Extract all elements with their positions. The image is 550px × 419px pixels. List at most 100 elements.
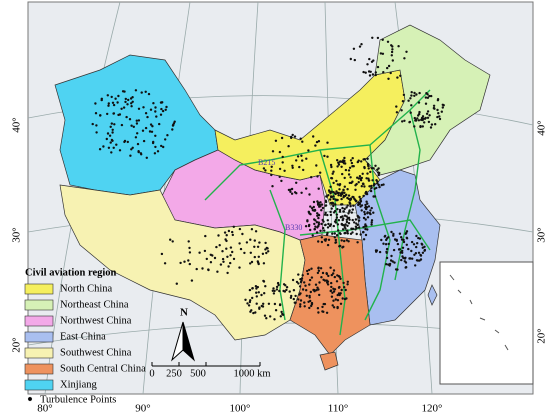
turbulence-point (333, 236, 336, 239)
turbulence-point (341, 206, 344, 210)
inset-shape (449, 274, 509, 351)
turbulence-point (434, 123, 437, 126)
turbulence-point (257, 262, 260, 266)
turbulence-point (421, 125, 424, 128)
turbulence-point (365, 207, 368, 211)
turbulence-point (280, 136, 284, 140)
turbulence-point (308, 268, 311, 272)
turbulence-point (359, 233, 362, 236)
turbulence-point (332, 204, 335, 208)
turbulence-point (312, 288, 315, 292)
turbulence-point (359, 177, 362, 180)
turbulence-point (369, 189, 373, 193)
turbulence-point (299, 299, 303, 302)
turbulence-point (412, 243, 416, 246)
turbulence-point (366, 163, 370, 166)
turbulence-point (144, 126, 148, 130)
turbulence-point (299, 292, 302, 295)
turbulence-point (374, 164, 377, 167)
turbulence-point (336, 306, 339, 310)
turbulence-point (414, 264, 417, 267)
turbulence-point (320, 276, 323, 279)
turbulence-point (120, 107, 123, 111)
turbulence-point (441, 106, 444, 109)
turbulence-point (327, 194, 330, 197)
turbulence-point (188, 246, 191, 250)
turbulence-point (313, 228, 317, 231)
turbulence-point (112, 112, 116, 115)
turbulence-point (213, 256, 217, 260)
turbulence-point (332, 224, 335, 228)
turbulence-point (334, 203, 337, 206)
turbulence-point (270, 173, 273, 177)
turbulence-point (347, 197, 350, 201)
turbulence-point (321, 310, 324, 313)
turbulence-point (107, 104, 110, 107)
turbulence-point (316, 286, 319, 289)
turbulence-point (164, 108, 167, 112)
turbulence-point (301, 288, 305, 291)
turbulence-point (337, 194, 340, 197)
turbulence-point (306, 220, 309, 223)
turbulence-point (335, 213, 339, 216)
turbulence-point (306, 272, 310, 276)
turbulence-point (345, 220, 349, 224)
turbulence-point (115, 143, 118, 146)
turbulence-point (347, 169, 351, 172)
turbulence-point (340, 288, 343, 292)
turbulence-point (295, 280, 299, 284)
turbulence-point (169, 238, 172, 241)
turbulence-point (366, 202, 369, 205)
turbulence-point (310, 267, 313, 270)
turbulence-point (98, 148, 102, 151)
turbulence-point (274, 139, 278, 142)
turbulence-point (395, 239, 398, 242)
turbulence-point (339, 232, 342, 236)
turbulence-point (134, 136, 138, 139)
turbulence-point (427, 120, 431, 124)
turbulence-point (327, 238, 331, 241)
turbulence-point (405, 236, 408, 239)
turbulence-point (413, 125, 416, 128)
turbulence-point (307, 149, 310, 152)
turbulence-point (179, 261, 182, 265)
turbulence-point (358, 175, 362, 178)
turbulence-point (418, 110, 421, 114)
turbulence-point (272, 287, 275, 290)
turbulence-point (288, 290, 291, 293)
legend-swatch (24, 379, 54, 391)
turbulence-point (340, 239, 343, 242)
turbulence-point (334, 238, 337, 242)
turbulence-point (331, 232, 334, 235)
turbulence-point (299, 137, 302, 140)
turbulence-point (347, 212, 350, 215)
turbulence-point (148, 130, 152, 133)
turbulence-point (437, 112, 440, 115)
turbulence-point (403, 57, 406, 60)
turbulence-point (354, 218, 358, 221)
turbulence-point (330, 285, 333, 289)
turbulence-point (187, 259, 190, 262)
turbulence-point (317, 140, 321, 143)
turbulence-point (317, 224, 320, 228)
turbulence-point (326, 219, 329, 222)
turbulence-point (332, 191, 335, 194)
turbulence-point (298, 165, 301, 169)
turbulence-point (330, 207, 333, 210)
turbulence-point (342, 281, 345, 285)
turbulence-point (330, 281, 333, 285)
turbulence-point (345, 193, 348, 196)
turbulence-point (256, 285, 259, 289)
turbulence-point (207, 268, 210, 271)
turbulence-point (265, 317, 268, 320)
turbulence-point (440, 110, 443, 113)
turbulence-point (171, 240, 174, 243)
turbulence-point (336, 274, 339, 277)
turbulence-point (127, 98, 130, 102)
turbulence-point (124, 100, 127, 104)
turbulence-point (411, 257, 414, 260)
turbulence-point (408, 257, 411, 260)
turbulence-point (102, 145, 105, 148)
turbulence-point (397, 45, 400, 48)
legend-swatch (24, 331, 54, 343)
